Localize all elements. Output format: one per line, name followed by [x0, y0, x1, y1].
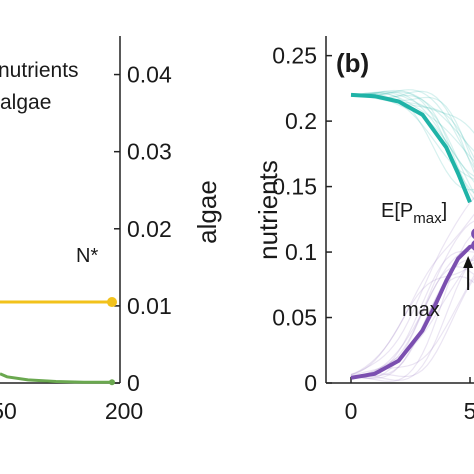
n-star-label: N*	[76, 245, 98, 267]
panel-b-x-tick-label: 0	[345, 398, 358, 424]
ensemble-nutrients-curve	[350, 89, 474, 152]
ensemble-nutrients-curve	[350, 92, 474, 162]
ensemble-algae-curve	[350, 213, 474, 375]
ensemble-algae-curve	[350, 274, 474, 378]
nutrients-mean-line	[350, 92, 472, 204]
panel-a-algae-line	[0, 372, 112, 384]
e-pmax-label: E[Pmax]	[381, 200, 447, 227]
panel-a-y-tick-label: 0.01	[127, 293, 172, 319]
panel-a-y-tick-label: 0.02	[127, 216, 172, 242]
ensemble-algae-curve	[350, 196, 474, 376]
panel-b: 0 0.05 0.1 0.15 0.2 0.25 0 5 (b) nutrients E[Pm…	[253, 36, 474, 424]
panel-a-x-tick-label: 50	[0, 398, 17, 424]
panel-a: 0 0.01 0.02 0.03 0.04 50 200 nutrients algae a…	[0, 36, 222, 424]
panel-b-x-tick-label: 5	[464, 398, 474, 424]
panel-b-tag: (b)	[336, 48, 369, 78]
panel-a-y-tick-label: 0	[127, 370, 140, 396]
e-pmax-marker	[471, 228, 474, 239]
legend-algae-label: algae	[0, 91, 51, 114]
e-pmax-annotation: E[Pmax]	[381, 200, 447, 227]
panel-b-y-tick-label: 0.1	[285, 239, 317, 265]
ensemble-nutrients-curve	[351, 92, 474, 191]
max-arrow	[463, 256, 474, 290]
panel-a-ticks: 0 0.01 0.02 0.03 0.04 50 200	[0, 62, 172, 424]
ensemble-algae-curve	[350, 220, 474, 377]
ensemble-nutrients-curve	[350, 90, 474, 177]
panel-a-y-tick-label: 0.03	[127, 139, 172, 165]
ensemble-algae-curve	[350, 266, 474, 379]
panel-a-y-tick-label: 0.04	[127, 62, 172, 88]
max-marker	[471, 240, 474, 251]
panel-b-ensemble-curves	[350, 89, 474, 383]
panel-b-ticks: 0 0.05 0.1 0.15 0.2 0.25 0 5	[272, 43, 474, 424]
panel-b-series	[350, 92, 474, 380]
ensemble-nutrients-curve	[350, 91, 474, 134]
n-star-marker	[107, 297, 117, 308]
ensemble-algae-curve	[350, 257, 474, 382]
legend-nutrients-label: nutrients	[0, 59, 79, 82]
panel-a-series	[0, 297, 117, 386]
panel-a-algae-marker	[109, 379, 115, 386]
ensemble-algae-curve	[350, 277, 474, 378]
max-arrow-head	[463, 256, 474, 268]
ensemble-nutrients-curve	[350, 93, 474, 159]
max-label: max	[402, 299, 440, 321]
panel-a-x-tick-label: 200	[105, 398, 143, 424]
panel-a-y-axis-title: algae	[192, 180, 222, 244]
panel-b-y-axis-title: nutrients	[253, 160, 283, 260]
panel-b-y-tick-label: 0.15	[272, 174, 317, 200]
panel-b-y-tick-label: 0.2	[285, 108, 317, 134]
ensemble-algae-curve	[350, 261, 474, 376]
algae-mean-line	[350, 244, 474, 380]
panel-b-y-tick-label: 0	[304, 370, 317, 396]
panel-b-y-tick-label: 0.05	[272, 305, 317, 331]
panel-b-y-tick-label: 0.25	[272, 43, 317, 69]
ensemble-algae-curve	[350, 254, 474, 378]
